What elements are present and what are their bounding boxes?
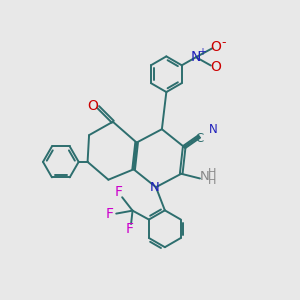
Text: H: H xyxy=(208,168,217,178)
Text: C: C xyxy=(195,132,203,145)
Text: O: O xyxy=(211,40,221,54)
Text: O: O xyxy=(87,99,98,112)
Text: -: - xyxy=(221,36,226,50)
Text: +: + xyxy=(199,47,206,57)
Text: H: H xyxy=(208,176,217,186)
Text: N: N xyxy=(208,123,217,136)
Text: F: F xyxy=(106,207,114,220)
Text: N: N xyxy=(150,181,160,194)
Text: N: N xyxy=(200,169,209,183)
Text: F: F xyxy=(115,185,123,199)
Text: F: F xyxy=(126,222,134,236)
Text: O: O xyxy=(210,60,221,74)
Text: N: N xyxy=(191,50,201,64)
